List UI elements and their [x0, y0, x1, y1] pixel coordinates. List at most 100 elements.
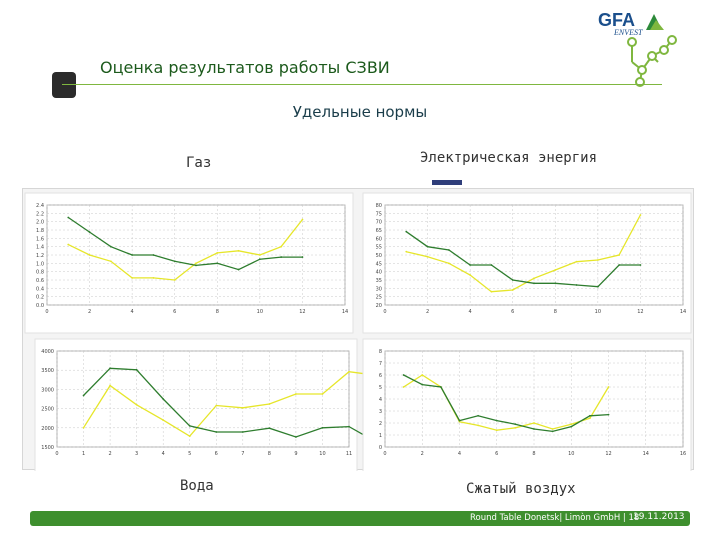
water-ytick-label: 4000 [41, 349, 54, 355]
electricity-series-2011-point [533, 282, 535, 285]
gas-ytick-label: 2.0 [36, 220, 44, 226]
gas-series-2012-point [301, 218, 304, 221]
electricity-ytick-label: 35 [376, 278, 382, 284]
gas-ytick-label: 0.4 [36, 286, 44, 292]
gas-series-2011-point [237, 268, 240, 271]
electricity-series-2011-point [490, 264, 493, 266]
gas-xtick-label: 6 [173, 309, 176, 315]
air-xtick-label: 8 [532, 451, 535, 457]
gas-series-2012-point [216, 252, 219, 254]
water-series-2011-point [135, 368, 138, 371]
gas-series-2011-point [195, 264, 197, 267]
electricity-series-2012-line [406, 214, 641, 293]
water-series-2011-point [109, 367, 111, 370]
gas-xtick-label: 10 [257, 309, 263, 315]
mini-tag [432, 180, 462, 185]
water-series-2011-point [215, 431, 218, 433]
air-series-2011-point [477, 414, 480, 417]
water-xtick-label: 3 [135, 451, 138, 457]
electricity-series-2011-point [405, 230, 408, 233]
electricity-series-2012-point [490, 290, 493, 293]
water-series-2011-line [83, 367, 376, 443]
electricity-chart: 20 25 30 35 40 45 50 55 60 65 70 75 80 0 2 4 6 8 10 12 14 [362, 192, 692, 334]
water-series-2012-point [135, 403, 138, 406]
electricity-ytick-label: 65 [376, 228, 382, 234]
footer-text: Round Table Donetsk| Limòn GmbH | 18 [470, 513, 640, 523]
electricity-ytick-label: 60 [376, 236, 382, 242]
gas-series-2011-point [152, 254, 155, 256]
gas-series-2012-point [195, 262, 197, 265]
water-ytick-label: 2000 [41, 426, 54, 432]
title-underline [62, 84, 662, 85]
air-xtick-label: 2 [421, 451, 424, 457]
electricity-series-2011-line [405, 231, 641, 288]
air-series-2011-point [458, 419, 461, 422]
gas-series-2012-line [68, 219, 303, 281]
gfa-envest-logo: GFA ENVEST [592, 6, 710, 96]
air-series-2012-point [495, 429, 498, 432]
air-ytick-label: 8 [379, 349, 382, 355]
air-series-2012-point [514, 426, 517, 429]
water-series-2011-point [241, 431, 244, 433]
air-series-2011-point [495, 419, 498, 422]
electricity-ytick-label: 75 [376, 211, 382, 217]
gas-ytick-label: 0.2 [36, 295, 44, 301]
charts-svg: 0.0 0.2 0.4 0.6 0.8 1.0 1.2 1.4 1.6 1.8 2.0 2.2 2.4 0… [24, 192, 692, 476]
water-xtick-label: 0 [55, 451, 58, 457]
water-xtick-label: 5 [188, 451, 191, 457]
air-series-2012-point [477, 424, 480, 427]
water-series-2012-line [82, 371, 376, 438]
air-series-2011-point [421, 383, 424, 386]
gas-series-2012-point [152, 277, 155, 279]
gas-series-2012-point [237, 249, 240, 252]
gas-ytick-label: 1.2 [36, 253, 44, 259]
electricity-series-2011-point [511, 279, 514, 281]
gas-xtick-label: 14 [342, 309, 348, 315]
water-xtick-label: 2 [108, 451, 111, 457]
air-series-2011-point [402, 374, 405, 376]
electricity-series-2012-point [618, 254, 621, 256]
water-series-2012-point [241, 406, 244, 409]
air-series-2011-point [439, 386, 442, 388]
water-ytick-label: 1500 [41, 445, 54, 451]
water-series-2012-point [82, 426, 85, 429]
water-ytick-label: 2500 [41, 407, 54, 413]
water-ytick-label: 3500 [41, 368, 54, 374]
gas-ytick-label: 1.0 [36, 261, 44, 267]
gas-ytick-label: 1.4 [36, 245, 44, 251]
electricity-ytick-label: 55 [376, 245, 382, 251]
electricity-series-2011-point [426, 245, 429, 248]
air-series-2012-point [551, 428, 554, 430]
gas-series-2012-point [258, 254, 261, 256]
gas-series-2011-point [109, 245, 112, 248]
electricity-series-2012-point [639, 214, 642, 216]
electricity-series-2012-point [596, 259, 599, 261]
gas-ytick-label: 2.4 [36, 203, 44, 209]
air-xtick-label: 4 [458, 451, 461, 457]
air-xtick-label: 14 [643, 451, 649, 457]
gas-series-2011-point [280, 256, 283, 258]
water-chart: 1500 2000 2500 3000 3500 4000 0 1 2 3 4 5 6 7 8 9 10 11 [34, 338, 377, 476]
water-series-2012-point [321, 393, 324, 395]
electricity-series-2012-point [447, 262, 450, 265]
electricity-series-2011-point [618, 264, 621, 266]
logo-graphic [627, 14, 677, 87]
water-series-2012-point [268, 403, 271, 405]
air-series-2011-point [607, 413, 610, 416]
air-series-2012-point [570, 423, 573, 426]
gas-ytick-label: 0.0 [36, 303, 44, 309]
gas-series-2012-point [280, 245, 283, 248]
gas-series-2011-point [173, 260, 176, 263]
air-series-2011-point [570, 425, 573, 428]
page-title: Оценка результатов работы СЗВИ [100, 58, 390, 77]
gas-series-2011-point [131, 254, 134, 256]
logo-subtext: ENVEST [614, 28, 643, 37]
gas-series-2011-line [67, 216, 303, 271]
electricity-series-2012-point [575, 260, 578, 263]
air-ytick-label: 7 [379, 361, 382, 367]
water-series-2011-point [268, 427, 271, 430]
electricity-ytick-label: 40 [376, 270, 382, 276]
air-series-2012-line [403, 374, 610, 431]
air-series-2012-point [588, 417, 591, 420]
